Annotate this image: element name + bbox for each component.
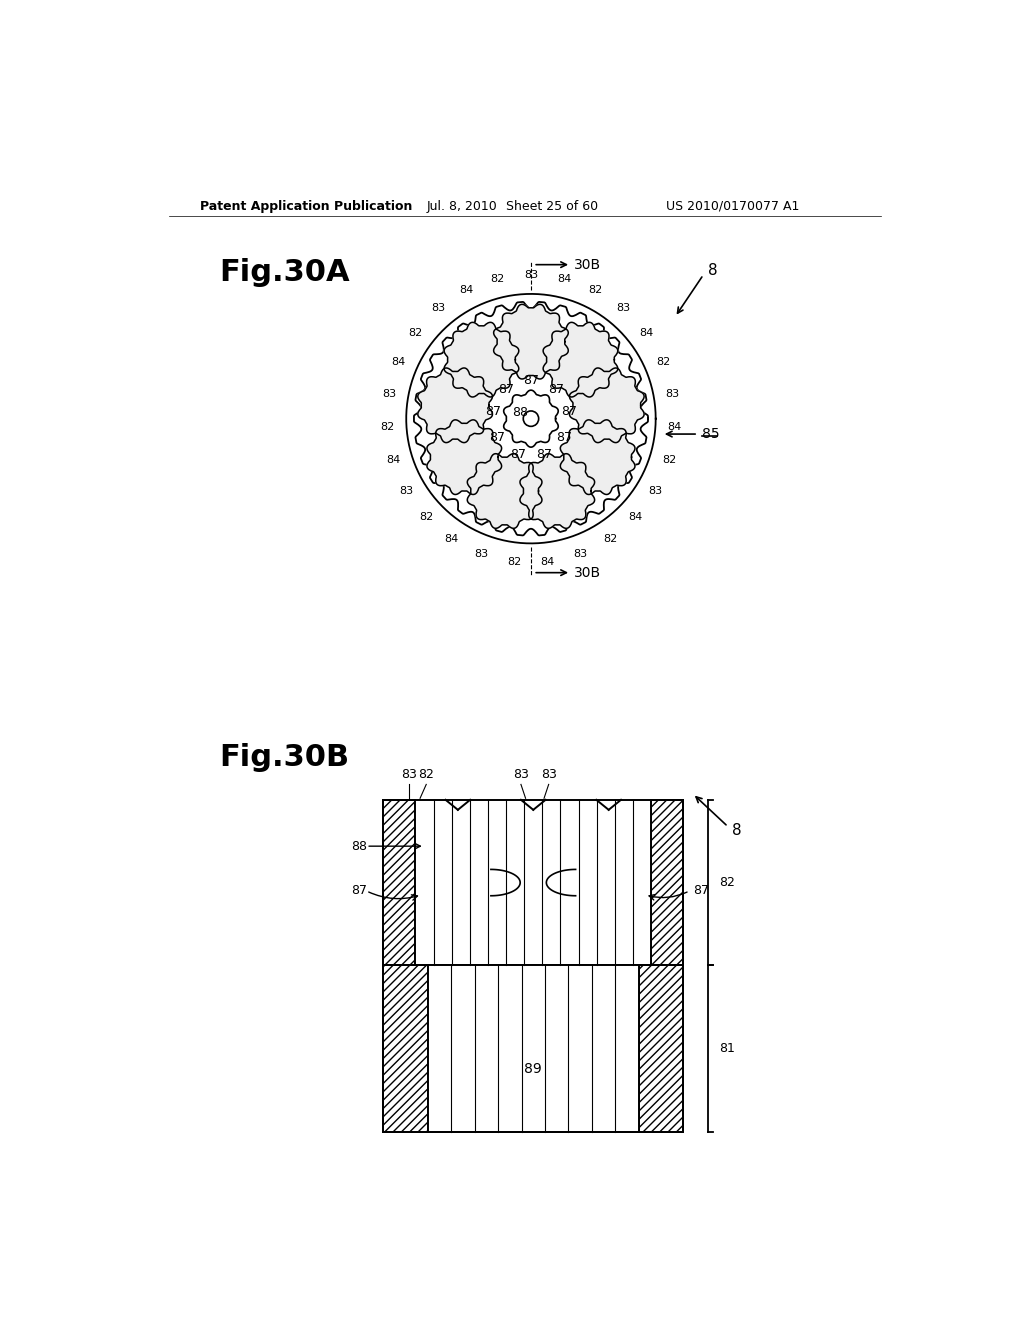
Text: 30B: 30B (574, 257, 601, 272)
Text: 83: 83 (431, 304, 445, 313)
Text: Fig.30B: Fig.30B (219, 743, 349, 772)
Polygon shape (504, 391, 558, 447)
Text: 8: 8 (732, 824, 741, 838)
Text: Fig.30A: Fig.30A (219, 257, 350, 286)
Text: 82: 82 (603, 535, 617, 544)
Text: 84: 84 (557, 273, 571, 284)
Text: Jul. 8, 2010: Jul. 8, 2010 (427, 199, 498, 213)
Text: Patent Application Publication: Patent Application Publication (200, 199, 413, 213)
Text: 82: 82 (507, 557, 521, 566)
Text: 83: 83 (382, 388, 396, 399)
Bar (651, 800, 683, 965)
Text: 88: 88 (512, 407, 528, 418)
Text: 84: 84 (444, 535, 459, 544)
Text: 87: 87 (499, 383, 514, 396)
Text: 87: 87 (548, 383, 563, 396)
Text: 83: 83 (573, 549, 588, 558)
Bar (383, 800, 416, 965)
Text: US 2010/0170077 A1: US 2010/0170077 A1 (666, 199, 799, 213)
Text: 82: 82 (419, 512, 433, 523)
Text: 30B: 30B (574, 566, 601, 579)
Text: 87: 87 (692, 884, 709, 898)
Text: 83: 83 (513, 768, 528, 781)
Text: 83: 83 (524, 269, 538, 280)
Text: 8: 8 (708, 263, 718, 279)
Text: 84: 84 (459, 285, 473, 294)
Polygon shape (427, 420, 502, 495)
Bar (383, 965, 428, 1133)
Text: 83: 83 (475, 549, 488, 558)
Polygon shape (569, 368, 644, 442)
Polygon shape (467, 454, 542, 528)
Polygon shape (418, 368, 493, 442)
Text: 87: 87 (489, 432, 506, 445)
Text: 82: 82 (418, 768, 434, 781)
Polygon shape (520, 454, 595, 528)
Text: 82: 82 (409, 327, 423, 338)
Text: 82: 82 (656, 356, 671, 367)
Text: 83: 83 (541, 768, 557, 781)
Text: 83: 83 (616, 304, 631, 313)
Text: 87: 87 (351, 884, 367, 898)
Text: 83: 83 (648, 486, 663, 495)
Polygon shape (543, 322, 617, 397)
Text: 82: 82 (719, 876, 734, 890)
Text: 87: 87 (556, 432, 572, 445)
Polygon shape (414, 302, 648, 536)
Text: 84: 84 (629, 512, 643, 523)
Polygon shape (494, 305, 568, 379)
Bar (639, 965, 683, 1133)
Circle shape (523, 411, 539, 426)
Text: 82: 82 (662, 455, 676, 465)
Text: 88: 88 (351, 840, 367, 853)
Text: Sheet 25 of 60: Sheet 25 of 60 (506, 199, 598, 213)
Text: 87: 87 (485, 405, 501, 418)
Text: 82: 82 (589, 285, 603, 294)
Polygon shape (444, 322, 519, 397)
Text: 89: 89 (524, 1063, 542, 1076)
Polygon shape (560, 420, 635, 495)
Text: 83: 83 (666, 388, 680, 399)
Bar (383, 800, 416, 965)
Bar (428, 965, 639, 1133)
Text: 87: 87 (537, 449, 552, 461)
Text: 83: 83 (401, 768, 417, 781)
Text: 81: 81 (719, 1043, 734, 1056)
Text: 87: 87 (510, 449, 525, 461)
Text: 87: 87 (561, 405, 577, 418)
Text: 83: 83 (399, 486, 414, 495)
Text: 84: 84 (668, 422, 682, 432)
Bar (416, 800, 651, 965)
Text: 84: 84 (639, 327, 653, 338)
Text: 87: 87 (523, 374, 539, 387)
Text: 82: 82 (380, 422, 394, 432)
Bar (639, 965, 683, 1133)
Text: 84: 84 (386, 455, 400, 465)
Text: 84: 84 (541, 557, 555, 566)
Bar (651, 800, 683, 965)
Bar (383, 965, 428, 1133)
Text: 82: 82 (490, 273, 505, 284)
Text: 84: 84 (391, 356, 406, 367)
Text: 85: 85 (701, 428, 720, 441)
